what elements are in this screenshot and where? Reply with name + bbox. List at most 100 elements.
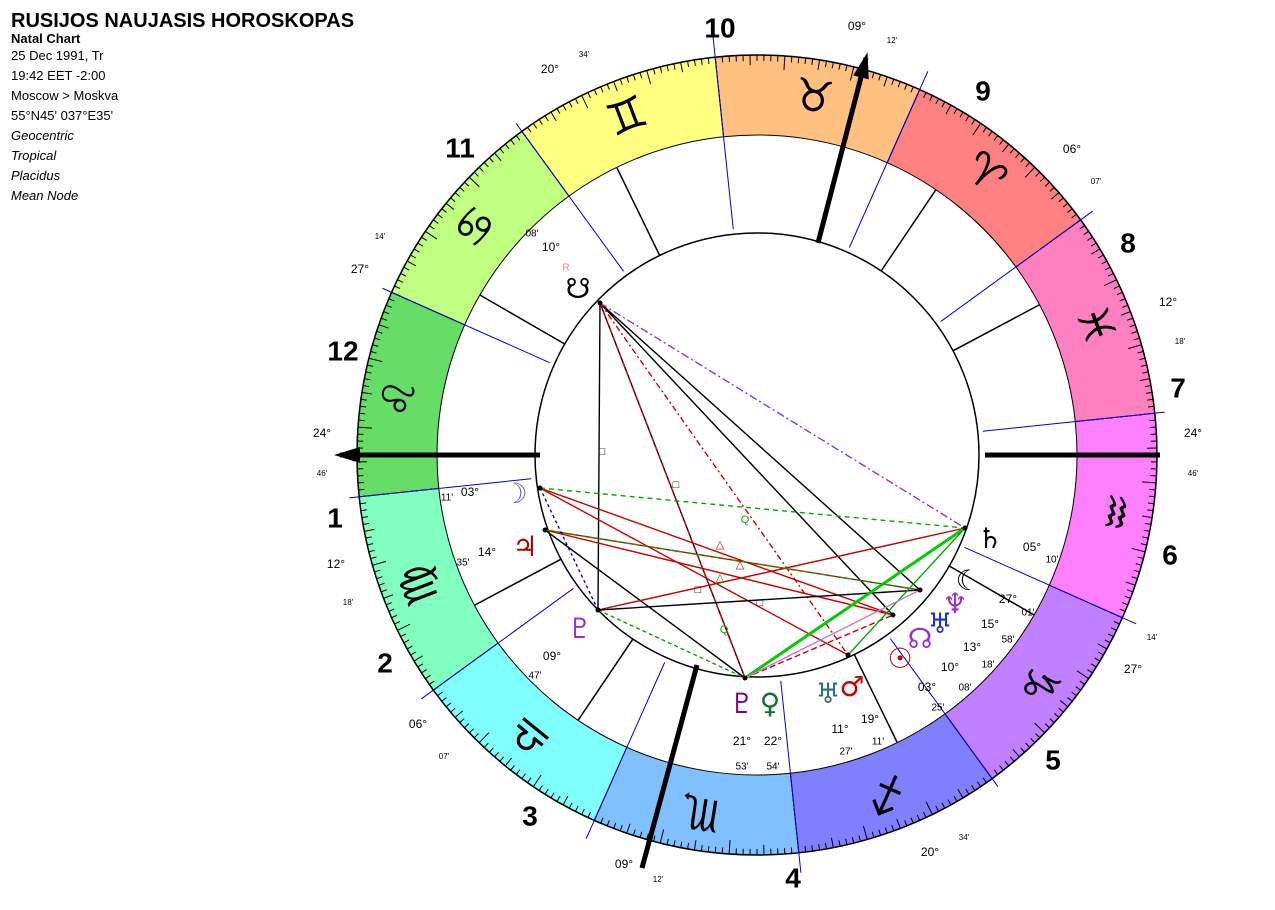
degree-tick xyxy=(581,808,585,815)
setting: Mean Node xyxy=(11,188,79,203)
degree-tick xyxy=(1131,576,1138,580)
planet-minute: 27' xyxy=(839,747,852,758)
degree-tick xyxy=(361,391,372,395)
degree-tick xyxy=(925,801,933,815)
degree-tick xyxy=(600,86,604,93)
degree-tick xyxy=(1140,364,1147,367)
degree-tick xyxy=(1142,536,1149,539)
planet-glyph: ♆ xyxy=(942,587,967,620)
cusp-minute: 07' xyxy=(439,752,450,761)
degree-tick xyxy=(783,55,786,70)
degree-tick xyxy=(473,733,479,739)
aspect-line xyxy=(599,302,966,529)
info-line: Moscow > Moskva xyxy=(11,88,119,103)
aspect-line xyxy=(539,487,966,529)
degree-tick xyxy=(587,92,591,99)
degree-tick xyxy=(646,833,649,840)
planet-minute: 35' xyxy=(456,558,469,569)
planet-glyph: ♅ xyxy=(815,677,840,710)
aspect-line xyxy=(599,302,849,656)
degree-tick xyxy=(376,576,383,580)
degree-tick xyxy=(468,728,474,734)
aspect-line xyxy=(544,529,921,591)
degree-tick xyxy=(397,279,404,283)
degree-tick xyxy=(1125,581,1136,586)
degree-tick xyxy=(1094,657,1101,662)
degree-tick xyxy=(1097,651,1104,656)
degree-tick xyxy=(824,842,827,850)
degree-tick xyxy=(1149,419,1156,422)
aspect-line xyxy=(539,487,894,616)
degree-tick xyxy=(721,847,724,854)
degree-tick xyxy=(550,792,555,799)
degree-tick xyxy=(1147,398,1154,401)
degree-tick xyxy=(413,248,420,253)
degree-tick xyxy=(693,59,696,66)
degree-tick xyxy=(923,811,927,818)
degree-tick xyxy=(488,747,494,753)
degree-tick xyxy=(666,838,669,845)
degree-tick xyxy=(494,752,499,758)
degree-tick xyxy=(1040,176,1046,182)
degree-tick xyxy=(851,837,855,844)
degree-tick xyxy=(884,827,888,834)
degree-tick xyxy=(666,65,669,72)
degree-tick xyxy=(574,98,579,105)
degree-tick xyxy=(878,74,882,81)
angle-arrow xyxy=(853,52,869,80)
degree-tick xyxy=(1124,595,1131,599)
planet-minute: 54' xyxy=(766,762,779,773)
degree-tick xyxy=(454,710,463,718)
degree-tick xyxy=(574,805,579,812)
planet-minute: 18' xyxy=(981,660,994,671)
cusp-minute: 12' xyxy=(653,875,664,884)
aspect-symbol: Q xyxy=(741,514,750,526)
planet-degree: 22° xyxy=(764,734,782,748)
degree-tick xyxy=(1131,330,1138,334)
planet-degree: 11° xyxy=(831,722,848,736)
setting: Placidus xyxy=(11,168,61,183)
planet-minute: 11' xyxy=(441,493,453,504)
degree-tick xyxy=(891,78,895,85)
planet-minute: 11' xyxy=(872,737,884,748)
degree-tick xyxy=(532,774,542,787)
degree-tick xyxy=(891,825,895,832)
degree-tick xyxy=(935,805,940,812)
degree-tick xyxy=(587,811,591,818)
degree-tick xyxy=(499,756,505,762)
degree-tick xyxy=(1129,324,1136,328)
degree-tick xyxy=(1101,260,1108,265)
degree-tick xyxy=(372,560,387,566)
degree-tick xyxy=(388,608,395,612)
degree-tick xyxy=(364,528,375,532)
degree-tick xyxy=(639,72,643,79)
degree-tick xyxy=(871,72,875,79)
degree-tick xyxy=(626,823,631,834)
degree-tick xyxy=(1148,495,1155,498)
degree-tick xyxy=(721,56,724,63)
degree-tick xyxy=(544,788,549,795)
degree-tick xyxy=(1012,749,1020,758)
degree-tick xyxy=(1139,378,1150,382)
degree-tick xyxy=(1142,371,1149,374)
degree-tick xyxy=(488,157,494,163)
planet-point xyxy=(537,485,543,491)
aspect-symbol: □ xyxy=(599,446,606,458)
degree-tick xyxy=(568,101,573,108)
sign-boundary-line xyxy=(940,210,1094,322)
planet-glyph: ♀ xyxy=(760,687,781,720)
degree-tick xyxy=(367,364,374,367)
degree-tick xyxy=(1020,157,1026,163)
degree-tick xyxy=(714,846,717,853)
degree-tick xyxy=(388,298,395,302)
degree-tick xyxy=(797,57,800,64)
planet-minute: 08' xyxy=(958,683,971,694)
planet-point xyxy=(962,525,968,531)
degree-tick xyxy=(429,680,435,685)
planet-glyph: ☽ xyxy=(502,477,527,510)
sign-boundary-line xyxy=(420,588,574,700)
degree-tick xyxy=(845,65,848,72)
degree-tick xyxy=(1144,522,1152,525)
degree-tick xyxy=(1067,208,1073,213)
